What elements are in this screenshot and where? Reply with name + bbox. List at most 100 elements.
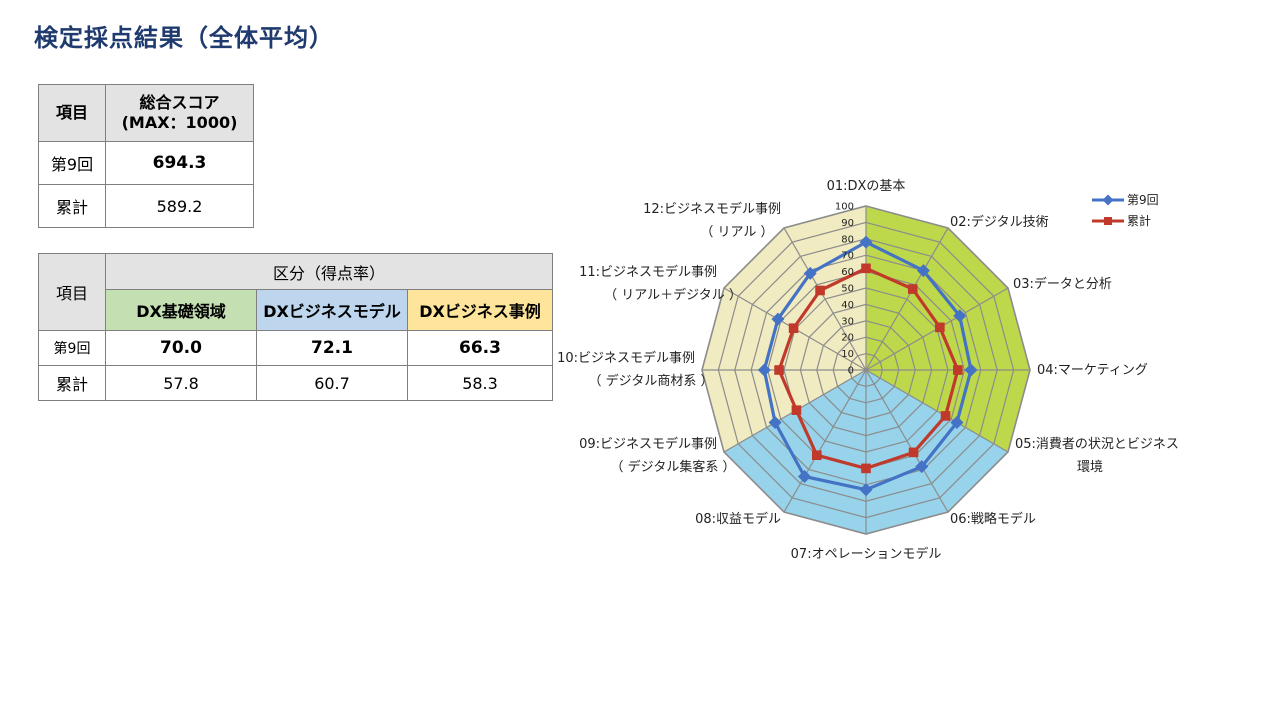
category-labels: 01:DXの基本 02:デジタル技術 03:データと分析 04:マーケティング 05:消… [557,179,1179,562]
total-score-value: 589.2 [105,184,254,228]
data-point [812,450,822,461]
grid-spoke [865,369,949,513]
data-point [788,323,799,333]
table-row: 第9回 70.0 72.1 66.3 [38,330,553,366]
data-point [953,365,963,375]
grid-ring [832,336,900,404]
data-point [950,415,964,429]
grid-ring [766,270,966,470]
grid-ring [783,287,949,453]
category-label: 01:DXの基本 [827,179,906,194]
grid-ring [717,221,1015,519]
category-label: 02:デジタル技術 [950,214,1049,230]
table-row: 第9回 694.3 [38,141,254,185]
category-label: 11:ビジネスモデル事例 [579,264,717,280]
cell-value: 60.7 [256,365,408,401]
category-label: 12:ビジネスモデル事例 [643,201,781,217]
grid-ring [799,303,933,437]
cell-value: 58.3 [407,365,553,401]
category-label: （ デジタル商材系 ） [588,373,713,389]
table-row: 累計 589.2 [38,184,254,228]
data-point [935,322,945,333]
category-label: 05:消費者の状況とビジネス [1015,437,1179,452]
data-point [791,405,802,415]
data-point [953,309,967,323]
category-label: 03:データと分析 [1013,276,1112,292]
table-row: 累計 57.8 60.7 58.3 [38,365,553,401]
series-line [777,266,960,470]
data-point [774,365,784,375]
category-label: 06:戦略モデル [950,511,1036,527]
category-label: 09:ビジネスモデル事例 [579,436,717,452]
grid-ring [701,205,1031,535]
row-label: 累計 [38,184,106,228]
tick-label: 90 [841,218,854,229]
data-point [803,266,817,280]
data-point [815,285,825,296]
tick-label: 60 [841,267,854,278]
row-label: 累計 [38,365,106,401]
category-label: 07:オペレーションモデル [791,546,942,562]
header-category-group: 区分（得点率） [105,253,553,290]
tick-label: 20 [841,333,854,344]
data-point [798,470,811,484]
cell-value: 66.3 [407,330,553,366]
data-point [757,363,771,377]
header-total-score-line2: (MAX：1000) [121,113,238,132]
tick-label: 30 [841,316,854,327]
grid-spoke [865,227,949,371]
category-label: 08:収益モデル [695,511,781,527]
tick-label: 0 [848,366,854,377]
series-line [762,240,973,492]
grid-ring [750,254,982,486]
header-item: 項目 [38,253,106,331]
grid-spoke [723,369,867,453]
data-point [915,460,929,474]
cell-value: 57.8 [105,365,257,401]
legend-label: 累計 [1127,213,1151,228]
header-dx-business-case: DXビジネス事例 [407,289,553,331]
grid-spoke [865,287,1009,371]
header-total-score-line1: 総合スコア [139,93,220,112]
radar-grid [701,205,1031,535]
grid-spoke [865,369,1009,453]
category-label: （ リアル ） [700,225,773,240]
tick-label: 70 [841,251,854,262]
row-label: 第9回 [38,141,106,185]
data-point [861,463,871,474]
tick-label: 100 [835,202,854,213]
row-label: 第9回 [38,330,106,366]
background-sector [702,206,866,452]
radar-series [757,235,978,497]
cell-value: 72.1 [256,330,408,366]
category-label: （ デジタル集客系 ） [610,459,735,475]
background-sectors [702,206,1030,534]
background-sector [866,206,1030,452]
legend-marker [1104,217,1112,225]
category-label: 04:マーケティング [1037,363,1148,378]
category-label: 10:ビジネスモデル事例 [557,350,695,366]
header-dx-foundation: DX基礎領域 [105,289,257,331]
data-point [861,263,871,274]
tick-label: 80 [841,234,854,245]
header-total-score: 総合スコア (MAX：1000) [105,84,254,142]
data-point [859,235,873,249]
data-point [859,483,873,497]
tick-label: 10 [841,349,854,360]
category-score-table: 項目 区分（得点率） DX基礎領域 DXビジネスモデル DXビジネス事例 第9回… [38,253,553,401]
data-point [771,312,785,326]
grid-ring [816,320,916,420]
data-point [916,264,930,278]
page-title: 検定採点結果（全体平均） [34,24,334,52]
legend-marker [1102,194,1114,206]
background-sector [724,370,1008,534]
grid-spoke [723,287,867,371]
data-point [768,415,782,429]
tick-label: 50 [841,284,854,295]
grid-spoke [783,227,867,371]
data-point [964,363,978,377]
cell-value: 70.0 [105,330,257,366]
grid-ring [848,352,884,388]
tick-label: 40 [841,300,854,311]
